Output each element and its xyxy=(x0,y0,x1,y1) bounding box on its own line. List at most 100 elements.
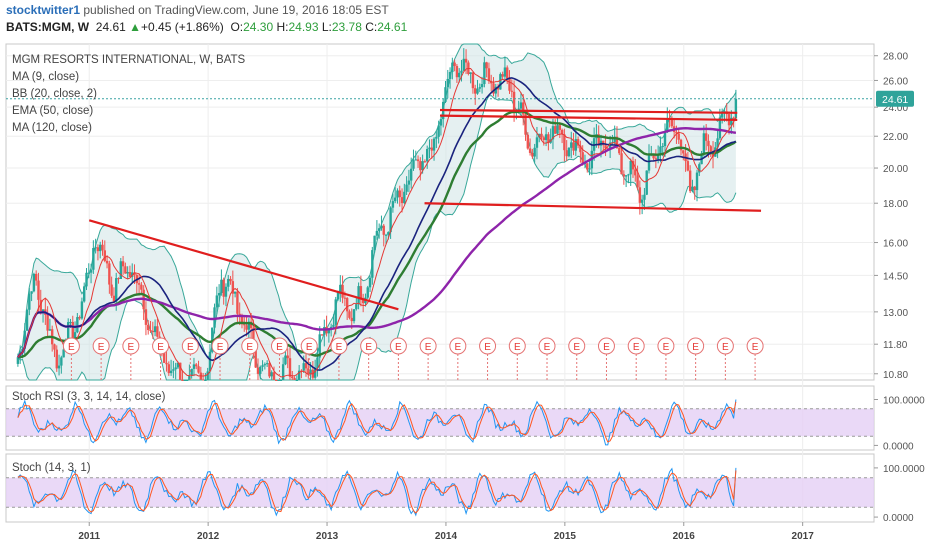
candle-body xyxy=(645,170,648,195)
candle-body xyxy=(652,154,655,159)
earnings-marker[interactable] xyxy=(152,337,170,355)
earnings-marker[interactable] xyxy=(449,337,467,355)
earnings-marker[interactable] xyxy=(657,337,675,355)
candle-body xyxy=(435,136,438,139)
candle-body xyxy=(503,67,507,77)
candle-body xyxy=(597,134,600,146)
candle-body xyxy=(483,62,486,85)
candle-body xyxy=(734,98,738,119)
candle-body xyxy=(121,261,125,267)
earnings-marker[interactable] xyxy=(597,337,615,355)
candle-body xyxy=(554,126,557,134)
candle-body xyxy=(615,136,619,149)
candle-body xyxy=(297,370,301,380)
earnings-marker[interactable] xyxy=(627,337,645,355)
candle-body xyxy=(83,286,86,302)
candle-body xyxy=(421,161,424,171)
candle-body xyxy=(556,125,559,134)
candle-body xyxy=(377,228,381,231)
trend-line[interactable] xyxy=(88,219,399,311)
legend-stoch[interactable]: Stoch (14, 3, 1) xyxy=(12,462,91,474)
candle-body xyxy=(270,372,273,377)
earnings-marker[interactable] xyxy=(300,337,318,355)
trend-line[interactable] xyxy=(439,108,738,114)
earnings-marker[interactable] xyxy=(687,337,705,355)
candle-body xyxy=(393,197,397,202)
candle-body xyxy=(256,367,260,374)
earnings-marker[interactable] xyxy=(181,337,199,355)
earnings-marker[interactable] xyxy=(330,337,348,355)
legend-ma120[interactable]: MA (120, close) xyxy=(12,122,92,134)
candle-body xyxy=(169,370,173,374)
candle-body xyxy=(227,278,230,287)
candle-body xyxy=(213,307,216,328)
legend-bb[interactable]: BB (20, close, 2) xyxy=(12,88,98,100)
candle-body xyxy=(403,191,406,204)
candle-body xyxy=(156,326,159,337)
earnings-marker-label: E xyxy=(365,342,372,353)
candle-body xyxy=(707,140,710,147)
trend-line[interactable] xyxy=(424,202,762,212)
earnings-marker[interactable] xyxy=(389,337,407,355)
earnings-marker[interactable] xyxy=(241,337,259,355)
earnings-marker[interactable] xyxy=(568,337,586,355)
candle-body xyxy=(499,74,502,90)
candle-body xyxy=(128,272,132,277)
candle-body xyxy=(389,207,392,233)
candle-body xyxy=(361,299,365,304)
earnings-marker[interactable] xyxy=(62,337,80,355)
candle-body xyxy=(448,72,452,79)
author-link[interactable]: stocktwitter1 xyxy=(6,3,81,17)
earnings-marker[interactable] xyxy=(538,337,556,355)
chart-canvas[interactable]: E E E E E E E E E E E E E E E E E E E E E E E E 10.80 11.80 13.00… xyxy=(0,38,932,550)
candle-body xyxy=(579,145,582,153)
earnings-marker[interactable] xyxy=(92,337,110,355)
candle-body xyxy=(432,138,436,151)
legend-ema50[interactable]: EMA (50, close) xyxy=(12,105,94,117)
earnings-marker-label: E xyxy=(246,342,253,353)
candle-body xyxy=(519,102,523,109)
price-change: +0.45 (+1.86%) xyxy=(141,20,224,34)
candle-body xyxy=(30,291,33,294)
candle-body xyxy=(140,284,143,290)
legend-ma9[interactable]: MA (9, close) xyxy=(12,71,80,83)
candle-body xyxy=(535,137,539,148)
candle-body xyxy=(444,87,447,102)
earnings-marker-label: E xyxy=(603,342,610,353)
earnings-marker[interactable] xyxy=(716,337,734,355)
earnings-marker[interactable] xyxy=(270,337,288,355)
candle-body xyxy=(357,286,360,305)
earnings-marker[interactable] xyxy=(211,337,229,355)
earnings-marker[interactable] xyxy=(360,337,378,355)
candle-body xyxy=(332,324,335,327)
candle-body xyxy=(656,153,660,160)
candle-body xyxy=(659,146,662,154)
legend-stoch-rsi[interactable]: Stoch RSI (3, 3, 14, 14, close) xyxy=(12,391,166,403)
candle-body xyxy=(126,272,129,274)
candle-body xyxy=(682,150,685,154)
earnings-marker[interactable] xyxy=(479,337,497,355)
price-tick-label: 18.00 xyxy=(883,199,908,210)
earnings-marker[interactable] xyxy=(746,337,764,355)
earnings-marker[interactable] xyxy=(419,337,437,355)
candle-body xyxy=(53,344,56,350)
candle-body xyxy=(284,355,287,365)
candle-body xyxy=(670,118,674,127)
earnings-marker[interactable] xyxy=(508,337,526,355)
candle-body xyxy=(87,272,90,274)
candle-body xyxy=(211,327,214,352)
earnings-marker[interactable] xyxy=(122,337,140,355)
candle-body xyxy=(323,326,326,335)
candle-body xyxy=(506,67,509,79)
stoch-rsi-tick-label: 0.0000 xyxy=(883,441,914,452)
candle-body xyxy=(137,283,141,285)
candle-body xyxy=(528,148,532,153)
candle-body xyxy=(23,330,26,349)
candle-body xyxy=(702,133,706,154)
candle-body xyxy=(490,81,493,84)
trend-line[interactable] xyxy=(439,114,738,122)
candle-body xyxy=(492,83,495,94)
candle-body xyxy=(149,330,152,332)
candle-body xyxy=(261,365,264,367)
earnings-marker-label: E xyxy=(573,342,580,353)
